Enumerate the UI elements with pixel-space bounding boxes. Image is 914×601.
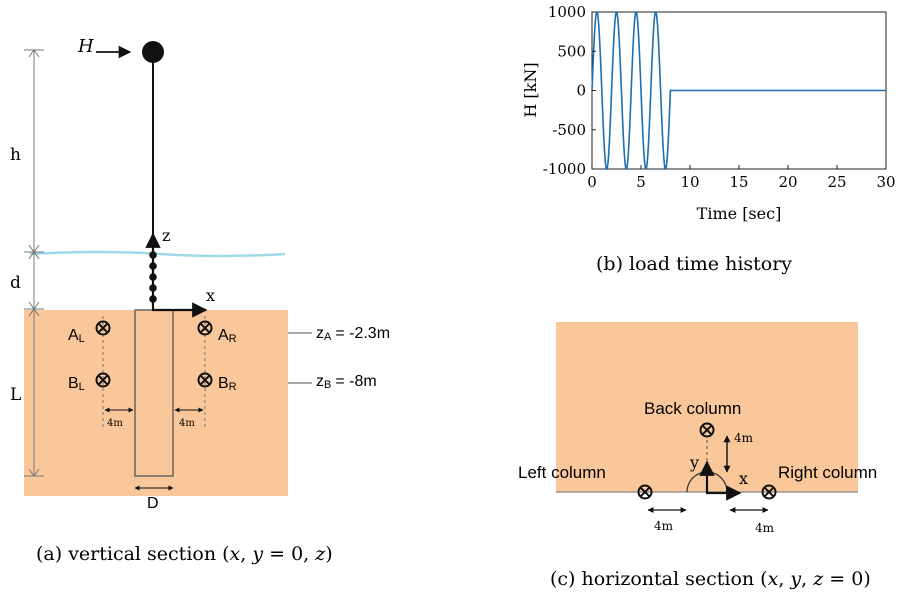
water-surface bbox=[29, 250, 286, 258]
y-tick-label: 500 bbox=[557, 42, 586, 60]
back-spacing-label: 4m bbox=[734, 431, 754, 445]
load-h-symbol: H bbox=[77, 36, 94, 57]
d-dimension-label: d bbox=[10, 273, 21, 293]
x-tick-label: 30 bbox=[876, 173, 895, 191]
y-tick-label: -500 bbox=[552, 121, 586, 139]
spacing-right-label: 4m bbox=[179, 418, 195, 429]
left-spacing-label: 4m bbox=[654, 519, 674, 533]
y-tick-label: 0 bbox=[576, 82, 586, 100]
diameter-label: D bbox=[147, 495, 159, 512]
right-column-label: Right column bbox=[778, 463, 877, 482]
sensor-ar-label: AR bbox=[218, 327, 237, 345]
load-series-line bbox=[591, 10, 886, 171]
soil-block bbox=[24, 310, 288, 496]
sensor-br-label: BR bbox=[218, 375, 237, 393]
x-tick-label: 10 bbox=[680, 173, 699, 191]
back-column-label: Back column bbox=[644, 399, 741, 418]
right-spacing-label: 4m bbox=[755, 521, 775, 535]
chart-y-axis-label: H [kN] bbox=[521, 62, 540, 117]
x-ticks: 0 5 10 15 20 25 30 bbox=[587, 165, 896, 191]
top-mass bbox=[142, 41, 164, 63]
spacing-left-label: 4m bbox=[107, 418, 123, 429]
x-tick-label: 15 bbox=[729, 173, 748, 191]
panel-a-vertical-section: h d L H z x AL AR BL BR bbox=[10, 36, 390, 565]
h-dimension-label: h bbox=[10, 145, 21, 165]
left-column-label: Left column bbox=[518, 463, 606, 482]
za-level-label: zA = -2.3m bbox=[316, 325, 390, 343]
y-tick-label: -1000 bbox=[543, 160, 586, 178]
caption-a: (a) vertical section (x, y = 0, z) bbox=[36, 543, 333, 565]
caption-c: (c) horizontal section (x, y, z = 0) bbox=[550, 568, 871, 590]
y-ticks: 1000 500 0 -500 -1000 bbox=[543, 3, 596, 178]
plan-x-axis-label: x bbox=[739, 469, 748, 488]
caption-b: (b) load time history bbox=[596, 253, 792, 275]
x-tick-label: 5 bbox=[636, 173, 646, 191]
x-axis-label: x bbox=[206, 286, 215, 305]
z-axis-label: z bbox=[162, 226, 170, 245]
sensor-al-label: AL bbox=[68, 327, 85, 345]
l-dimension-label: L bbox=[10, 385, 21, 405]
panel-b-load-chart: 0 5 10 15 20 25 30 1000 500 0 -500 -1000 H [kN] Ti… bbox=[521, 3, 896, 275]
x-tick-label: 25 bbox=[827, 173, 846, 191]
panel-c-horizontal-section: Back column Left column Right column 4m … bbox=[518, 322, 877, 590]
x-tick-label: 20 bbox=[778, 173, 797, 191]
sensor-bl-label: BL bbox=[68, 375, 85, 393]
chart-x-axis-label: Time [sec] bbox=[697, 204, 782, 223]
x-tick-label: 0 bbox=[587, 173, 597, 191]
plan-y-axis-label: y bbox=[689, 453, 699, 472]
y-tick-label: 1000 bbox=[548, 3, 586, 21]
zb-level-label: zB = -8m bbox=[316, 373, 377, 391]
dimension-ticks bbox=[24, 49, 44, 477]
